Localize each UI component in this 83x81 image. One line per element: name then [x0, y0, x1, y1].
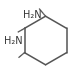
Text: H₂N: H₂N [23, 10, 42, 20]
Text: H₂N: H₂N [4, 35, 23, 46]
